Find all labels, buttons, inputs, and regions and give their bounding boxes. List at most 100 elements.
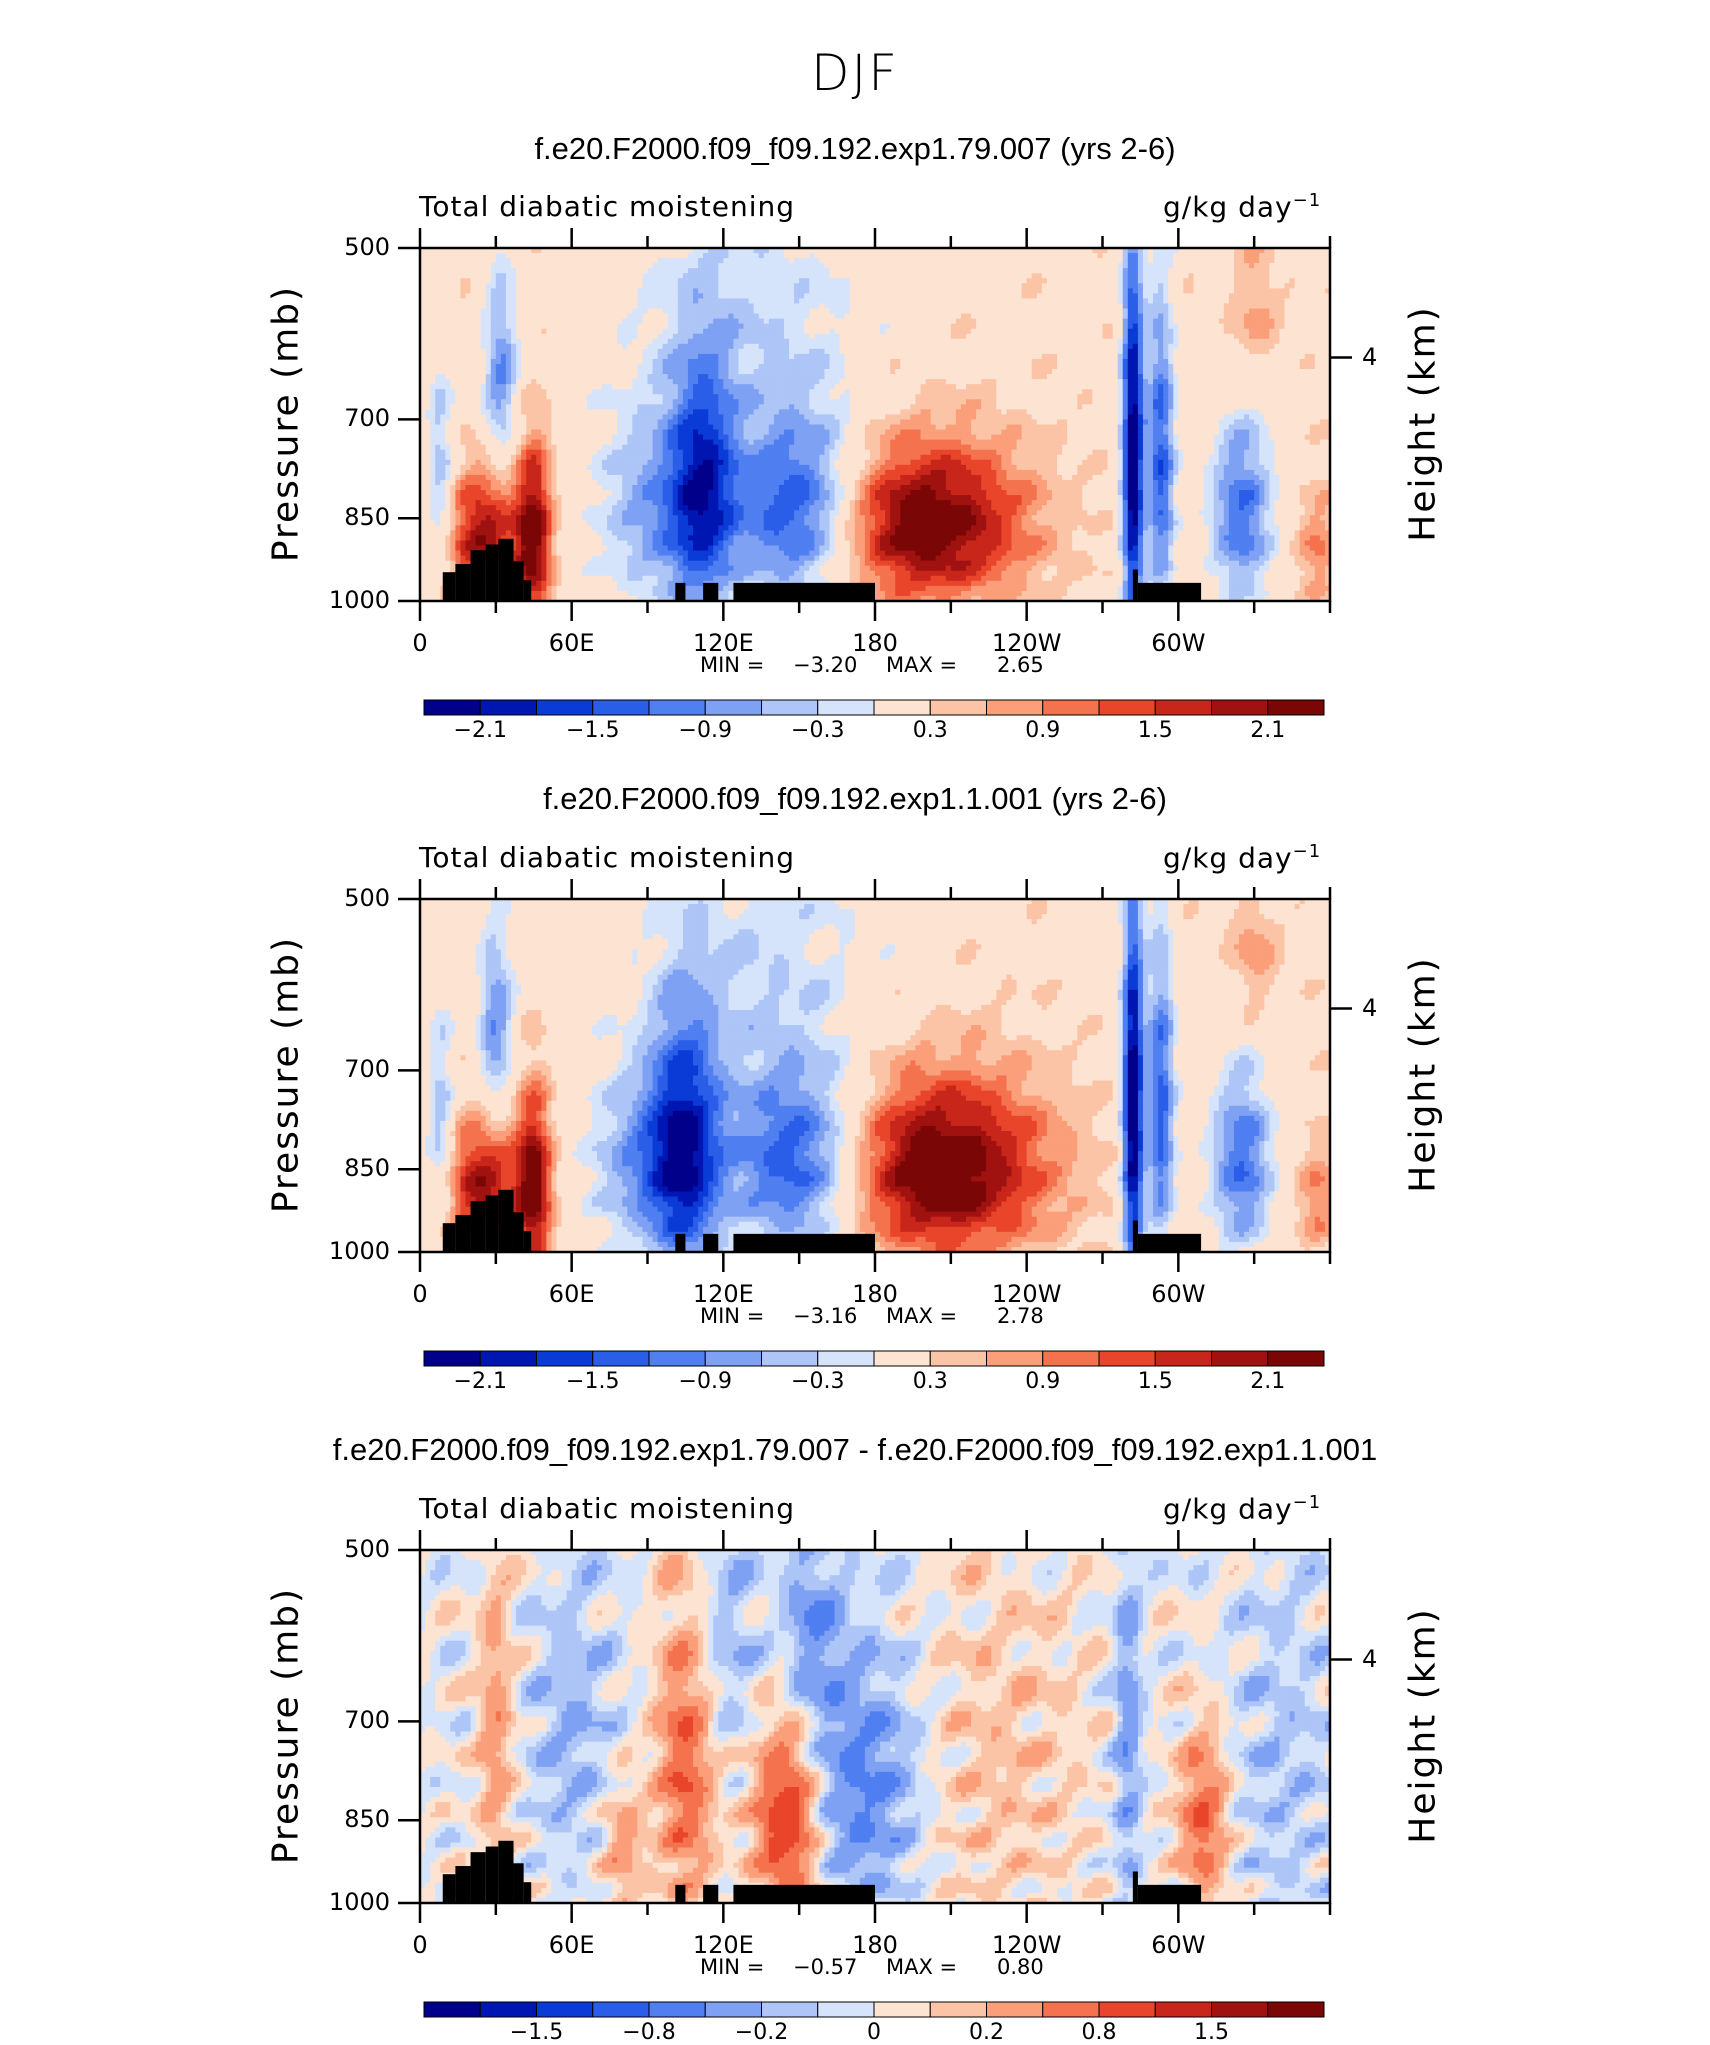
field-cell [759,253,765,259]
field-cell [1108,278,1114,284]
field-cell [708,278,714,284]
field-cell [870,268,876,274]
field-cell [1143,263,1149,269]
field-cell [1183,258,1189,264]
field-cell [835,253,841,259]
field-cell [744,258,750,264]
field-cell [941,278,947,284]
field-cell [567,278,573,284]
field-cell [728,258,734,264]
field-cell [481,283,487,289]
field-cell [1108,258,1114,264]
field-cell [1082,268,1088,274]
field-cell [860,253,866,259]
field-cell [895,253,901,259]
field-cell [860,263,866,269]
field-cell [617,258,623,264]
field-cell [1017,263,1023,269]
field-cell [1113,268,1119,274]
field-cell [612,258,618,264]
field-cell [749,278,755,284]
field-cell [946,273,952,279]
field-cell [1254,263,1260,269]
field-cell [814,278,820,284]
field-cell [1123,268,1129,274]
field-cell [1047,273,1053,279]
field-cell [991,258,997,264]
field-cell [850,253,856,259]
field-cell [1315,273,1321,279]
field-cell [1082,253,1088,259]
field-cell [1138,273,1144,279]
field-cell [865,273,871,279]
field-cell [1042,268,1048,274]
field-cell [1209,268,1215,274]
field-cell [440,258,446,264]
field-cell [890,258,896,264]
field-cell [1224,253,1230,259]
field-cell [1037,273,1043,279]
field-cell [673,263,679,269]
field-cell [1264,273,1270,279]
field-cell [632,278,638,284]
field-cell [1269,263,1275,269]
field-cell [744,278,750,284]
field-cell [880,258,886,264]
field-cell [435,263,441,269]
field-cell [1168,263,1174,269]
field-cell [1178,268,1184,274]
field-cell [1214,258,1220,264]
field-cell [648,258,654,264]
field-cell [582,258,588,264]
field-cell [1067,258,1073,264]
field-cell [435,268,441,274]
field-cell [1087,263,1093,269]
field-cell [850,278,856,284]
field-cell [1087,258,1093,264]
field-cell [491,263,497,269]
field-cell [1037,263,1043,269]
field-cell [1163,273,1169,279]
field-cell [1178,273,1184,279]
field-cell [1082,258,1088,264]
field-cell [425,273,431,279]
field-cell [1229,278,1235,284]
field-cell [769,258,775,264]
field-cell [1047,258,1053,264]
field-cell [1032,263,1038,269]
field-cell [1259,268,1265,274]
field-cell [1158,278,1164,284]
field-cell [663,253,669,259]
field-cell [804,253,810,259]
field-cell [1067,278,1073,284]
field-cell [521,273,527,279]
field-cell [693,263,699,269]
field-cell [587,273,593,279]
field-cell [1224,278,1230,284]
field-cell [466,283,472,289]
field-cell [976,263,982,269]
field-cell [1239,263,1245,269]
field-cell [663,278,669,284]
field-cell [521,253,527,259]
field-cell [865,263,871,269]
field-cell [840,263,846,269]
field-cell [1219,263,1225,269]
field-cell [865,258,871,264]
field-cell [582,273,588,279]
field-cell [597,278,603,284]
field-cell [1113,273,1119,279]
field-cell [769,253,775,259]
field-cell [759,278,765,284]
field-cell [961,273,967,279]
field-cell [541,253,547,259]
field-cell [567,273,573,279]
field-cell [708,253,714,259]
field-cell [1279,258,1285,264]
field-cell [1214,278,1220,284]
field-cell [688,273,694,279]
field-cell [1032,258,1038,264]
field-cell [1103,258,1109,264]
field-cell [850,268,856,274]
field-cell [723,268,729,274]
